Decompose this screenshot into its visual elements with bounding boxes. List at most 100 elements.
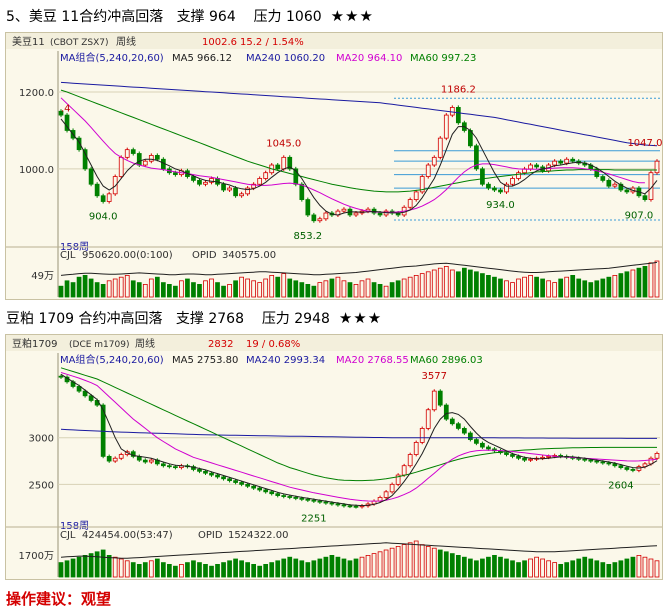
title-last-price: 1002.6 [202, 37, 237, 48]
candle-body [618, 183, 624, 191]
volume-bar [582, 556, 588, 578]
ma60-line [60, 367, 657, 482]
volume-bar [197, 562, 202, 578]
volume-bar [498, 556, 503, 578]
volume-bar [323, 556, 329, 578]
volume-bar [582, 280, 588, 298]
candle-body [233, 187, 238, 197]
volume-legend-cjl-value: 424454.00(53:47) [82, 530, 173, 541]
volume-bar [209, 565, 214, 578]
ma-legend-ma60: MA60 2896.03 [410, 355, 483, 366]
rating-stars: ★★★ [330, 7, 374, 25]
volume-bar [76, 556, 82, 578]
title-change: 19 / 0.68% [246, 339, 300, 350]
volume-bar [251, 563, 257, 578]
volume-legend-opid: OPID [198, 530, 223, 541]
volume-legend-opid-value: 340575.00 [222, 250, 276, 261]
candle-body [209, 472, 214, 476]
volume-bar [299, 560, 305, 578]
candle-body [654, 453, 660, 459]
volume-bar [618, 560, 624, 578]
volume-bar [209, 278, 214, 298]
volume-bar [431, 269, 437, 298]
candle-body [263, 172, 269, 179]
volume-bar [287, 556, 293, 578]
candle-body [636, 466, 642, 471]
candle-body [498, 189, 503, 193]
volume-bar [239, 276, 244, 298]
candle-body [606, 462, 612, 465]
candle-body [612, 463, 618, 467]
candle-body [486, 446, 491, 450]
volume-bar [269, 562, 275, 578]
volume-bar [443, 265, 449, 298]
candle-body [203, 470, 208, 474]
volume-bar [642, 265, 648, 298]
volume-bar [365, 554, 371, 578]
header-contract: 1709 [38, 311, 75, 327]
open-interest-line [60, 542, 658, 559]
candle-body [534, 164, 539, 168]
candle-body [118, 156, 124, 177]
volume-bar [64, 280, 70, 298]
candle-body [413, 191, 419, 200]
ma-legend-ma60: MA60 997.23 [410, 53, 476, 64]
volume-bar [618, 273, 624, 298]
volume-bar [624, 271, 630, 298]
candle-body [311, 214, 317, 222]
volume-bar [341, 280, 347, 298]
volume-bar [612, 274, 618, 298]
candle-body [600, 176, 606, 181]
candle-body [486, 183, 491, 189]
volume-bar [522, 276, 527, 298]
candle-body [461, 428, 467, 434]
volume-bar [179, 563, 184, 578]
candle-body [389, 483, 395, 493]
candle-body [516, 172, 521, 179]
volume-bar [480, 558, 485, 578]
volume-bar [425, 271, 431, 298]
volume-bar [564, 276, 570, 298]
volume-bar [317, 282, 323, 298]
volume-bar [600, 278, 606, 298]
candle-body [600, 461, 606, 464]
candle-body [287, 156, 293, 170]
soymeal-chart-panel: 豆粕1709 (DCE m1709) 周线 2832 19 / 0.68% MA组合(5,… [5, 334, 663, 580]
volume-bar [275, 276, 281, 298]
candle-body [287, 496, 293, 498]
volume-bar [588, 282, 594, 298]
volume-bar [576, 558, 582, 578]
volume-bar [558, 563, 564, 578]
soymeal-header: 豆粕 1709 合约冲高回落 支撑 2768 压力 2948 ★★★ [6, 308, 382, 328]
candle-body [588, 459, 594, 462]
volume-bar [437, 549, 443, 578]
volume-bar [160, 282, 166, 298]
volume-bar [106, 554, 112, 578]
candle-body [293, 497, 299, 499]
candle-body [407, 454, 413, 467]
volume-bar [305, 283, 311, 298]
volume-bar [148, 278, 154, 298]
volume-bar [624, 558, 630, 578]
candle-body [245, 187, 250, 195]
ma240-line [60, 428, 657, 439]
volume-bar [546, 280, 551, 298]
volume-bar [648, 558, 654, 578]
volume-bar [167, 283, 172, 298]
ma5-line [60, 118, 658, 216]
volume-bar [227, 560, 232, 578]
candle-body [437, 390, 443, 406]
candle-body [257, 178, 263, 185]
candle-body [582, 458, 588, 461]
candle-body [94, 183, 100, 197]
volume-bar [588, 558, 594, 578]
volume-bar [142, 283, 148, 298]
title-code: (CBOT ZSX7) [50, 38, 109, 48]
candle-body [160, 463, 166, 467]
volume-bar [492, 276, 497, 298]
volume-bar [413, 540, 419, 578]
volume-legend-opid-value: 1524322.00 [228, 530, 288, 541]
candle-body [221, 476, 226, 480]
candle-body [474, 439, 479, 444]
ma-legend-ma20: MA20 964.10 [336, 53, 402, 64]
